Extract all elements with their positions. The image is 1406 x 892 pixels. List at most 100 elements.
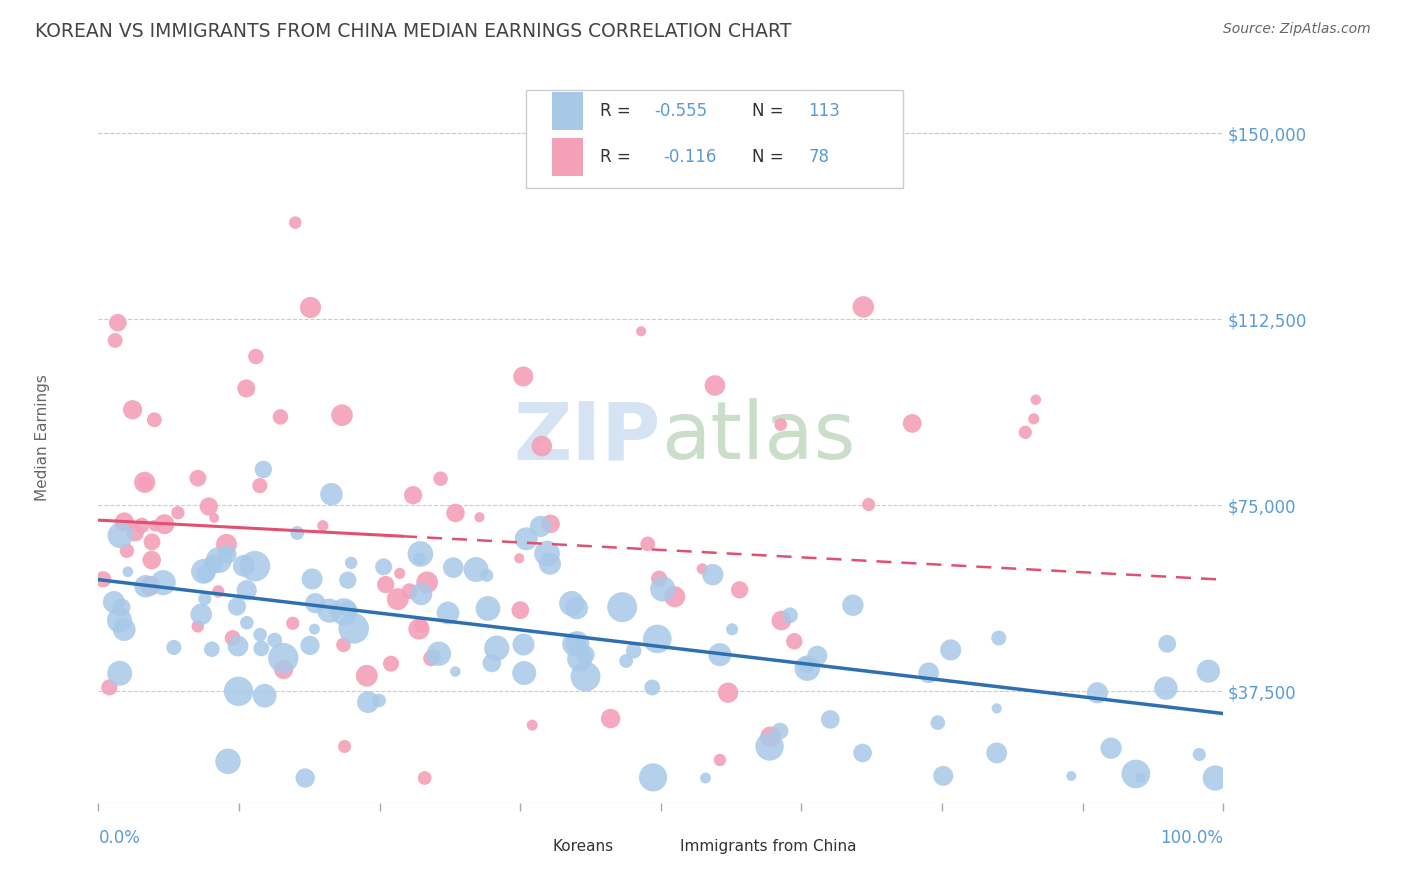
Point xyxy=(508,551,530,566)
Point xyxy=(690,562,713,576)
Point xyxy=(243,559,266,574)
Point xyxy=(263,633,285,648)
Point xyxy=(806,648,828,663)
Point xyxy=(285,525,308,540)
Point xyxy=(614,654,637,668)
Point xyxy=(299,301,322,315)
Point xyxy=(217,755,239,769)
Point xyxy=(423,649,446,664)
Point xyxy=(112,623,135,637)
Point xyxy=(193,565,215,579)
Point xyxy=(858,498,880,512)
FancyBboxPatch shape xyxy=(551,92,583,130)
Point xyxy=(1014,425,1036,440)
Point xyxy=(187,619,209,633)
Point xyxy=(648,572,671,586)
Point xyxy=(143,413,166,427)
Point xyxy=(194,566,217,581)
Point xyxy=(927,715,949,730)
Point xyxy=(901,417,924,431)
Point xyxy=(187,471,209,485)
Point xyxy=(1125,767,1147,781)
Point xyxy=(202,558,225,572)
Point xyxy=(103,595,125,609)
Point xyxy=(1099,741,1122,756)
Point xyxy=(444,506,467,520)
Point xyxy=(235,583,257,598)
Point xyxy=(411,619,433,633)
Point xyxy=(312,518,335,533)
Point xyxy=(637,537,659,551)
Point xyxy=(228,684,250,698)
Text: R =: R = xyxy=(600,147,641,166)
Point xyxy=(485,641,508,656)
Point xyxy=(783,634,806,648)
Point xyxy=(333,739,356,754)
Point xyxy=(226,639,249,653)
Point xyxy=(416,575,439,590)
Point xyxy=(769,723,792,738)
Point xyxy=(235,381,257,395)
Point xyxy=(380,657,402,671)
Point xyxy=(273,651,295,665)
Point xyxy=(141,534,163,549)
Point xyxy=(522,718,544,732)
Point xyxy=(104,334,127,348)
Point xyxy=(249,478,271,492)
Point xyxy=(427,647,450,661)
Point xyxy=(530,439,553,453)
FancyBboxPatch shape xyxy=(551,137,583,176)
Point xyxy=(340,556,363,570)
Point xyxy=(444,665,467,679)
Point xyxy=(108,613,131,627)
Point xyxy=(630,324,652,338)
Point xyxy=(939,643,962,657)
Point xyxy=(759,730,782,744)
Point xyxy=(207,584,229,599)
Point xyxy=(562,637,585,651)
Point xyxy=(134,475,156,490)
Point xyxy=(357,695,380,709)
Point xyxy=(1204,771,1226,785)
Point xyxy=(232,558,254,573)
Point xyxy=(117,565,139,579)
Text: Median Earnings: Median Earnings xyxy=(35,374,49,500)
Point xyxy=(536,546,558,560)
Point xyxy=(1197,664,1219,678)
Point xyxy=(623,644,645,658)
Point xyxy=(1154,681,1177,695)
Point xyxy=(250,641,273,656)
Point xyxy=(411,587,433,601)
Point xyxy=(441,560,464,574)
Point xyxy=(284,216,307,230)
Point xyxy=(236,615,259,630)
Point xyxy=(477,601,499,615)
Point xyxy=(281,616,304,631)
Point xyxy=(108,666,131,681)
Point xyxy=(796,657,818,672)
Point xyxy=(515,532,537,546)
Point xyxy=(141,553,163,567)
Point xyxy=(540,516,562,531)
Point xyxy=(1087,686,1109,700)
Text: Koreans: Koreans xyxy=(553,839,614,855)
Point xyxy=(779,608,801,623)
Point xyxy=(294,771,316,785)
Point xyxy=(226,599,249,614)
Point xyxy=(437,606,460,620)
Point xyxy=(565,601,588,615)
Point xyxy=(304,596,326,610)
Point xyxy=(509,603,531,617)
Point xyxy=(1156,637,1178,651)
Point xyxy=(529,519,551,533)
Point xyxy=(599,712,621,726)
Point xyxy=(252,462,274,476)
Point xyxy=(110,600,132,615)
FancyBboxPatch shape xyxy=(526,836,546,859)
Point xyxy=(695,771,717,785)
Point xyxy=(135,579,157,593)
Point xyxy=(770,614,793,628)
Point xyxy=(641,681,664,695)
Point xyxy=(152,575,174,590)
Point xyxy=(709,648,731,662)
